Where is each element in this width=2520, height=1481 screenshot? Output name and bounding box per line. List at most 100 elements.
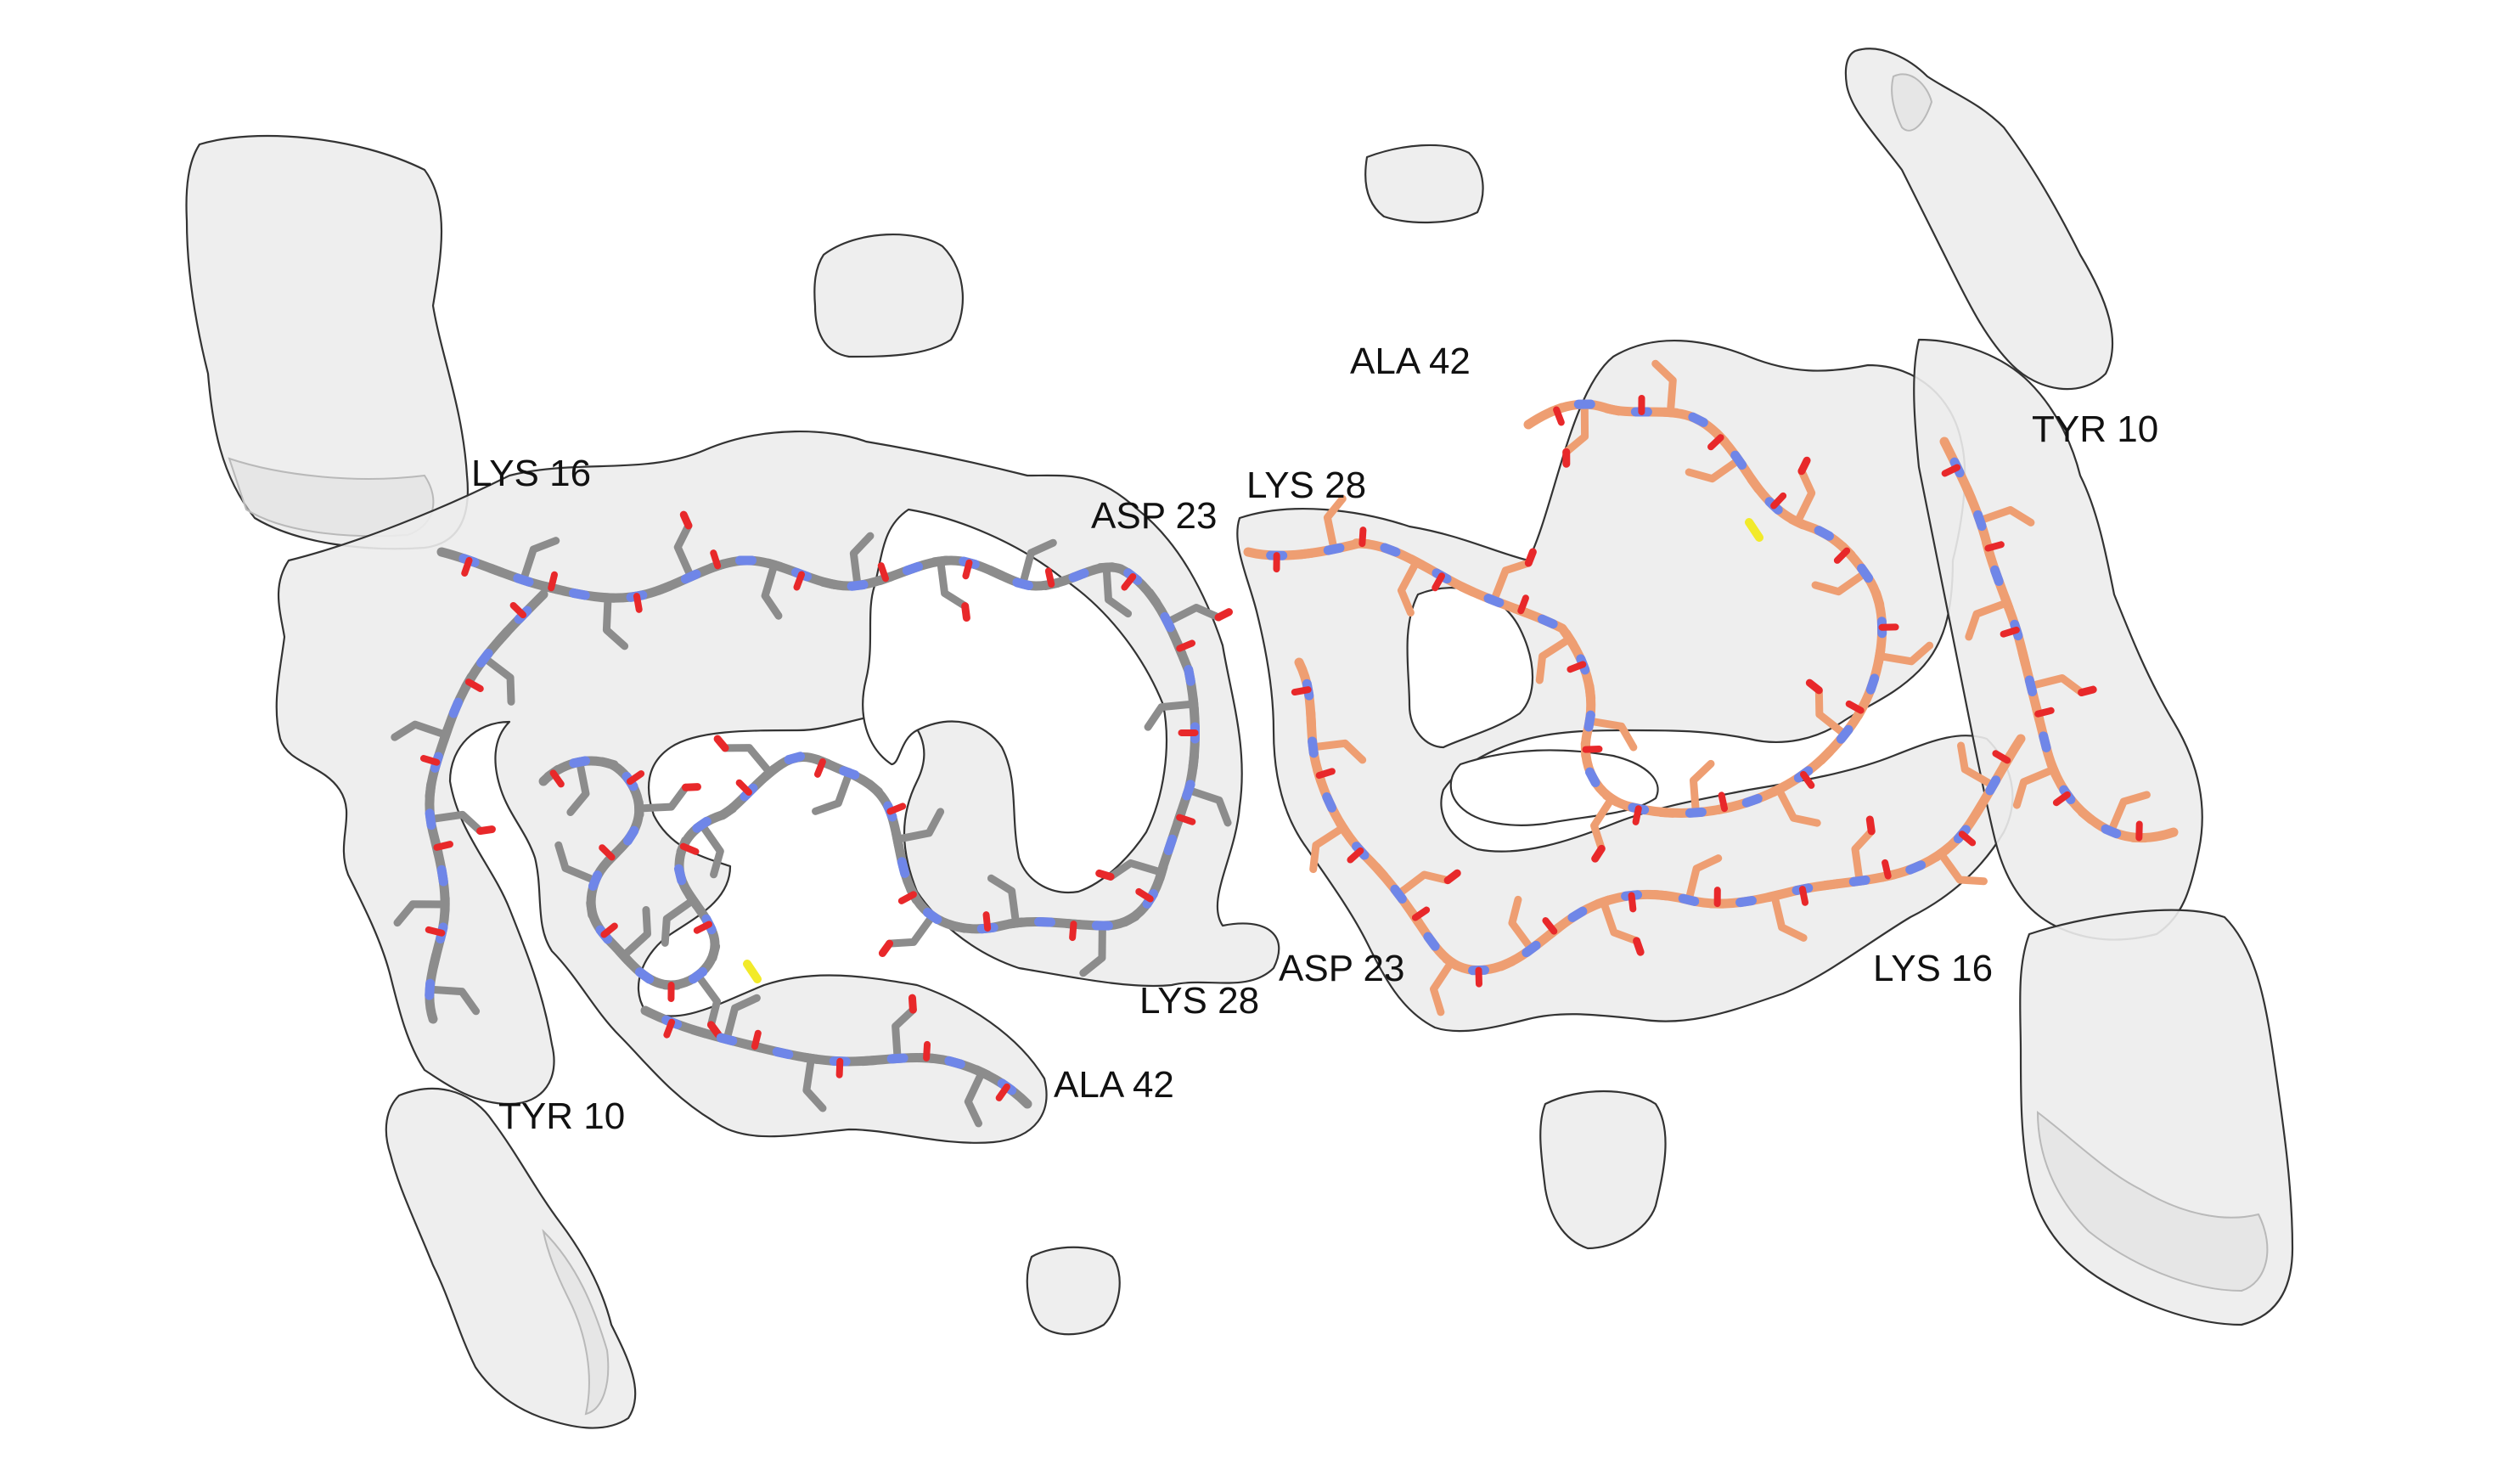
side-chain-right-351 [2107,791,2151,836]
backbone-atom-right-192 [1406,554,1426,570]
backbone-atom-left-3 [513,573,534,587]
backbone-atom-left-166 [439,724,453,746]
oxygen-atom-left-127 [681,783,701,791]
backbone-atom-left-108 [707,941,721,963]
residue-labels: LYS 16 ASP 23 LYS 28 ALA 42 TYR 10 ALA 4… [471,341,2158,1137]
oxygen-atom-left-15 [679,510,693,530]
backbone-atom-left-12 [654,581,675,595]
side-chain-right-257 [1651,359,1677,417]
backbone-atom-right-279 [1390,884,1407,904]
carbonyl-oxygen-left-118 [600,922,618,938]
carbonyl-oxygen-right-195 [1432,572,1446,592]
side-chain-left-9 [602,594,629,650]
oxygen-atom-right-215 [1591,844,1606,863]
backbone-atom-left-181 [428,950,442,972]
backbone-atom-right-278 [1371,862,1389,881]
side-chain-right-312 [1851,827,1876,885]
carbonyl-oxygen-left-91 [813,757,826,778]
side-chain-right-252 [1685,456,1743,483]
side-chain-right-262 [1562,400,1589,456]
carbonyl-oxygen-left-81 [897,891,917,904]
backbone-atom-right-295 [1593,895,1614,909]
carbonyl-oxygen-right-233 [1845,700,1865,714]
carbonyl-oxygen-left-11 [633,593,643,613]
carbonyl-oxygen-left-97 [735,779,752,797]
carbonyl-oxygen-left-1 [461,556,473,577]
density-blob-small-bottom-left [1026,1246,1121,1336]
label-left-asp23: ASP 23 [1091,495,1217,537]
backbone-atom-left-98 [717,803,738,820]
side-chain-right-340 [2027,673,2086,696]
backbone-atom-right-207 [1584,681,1596,703]
side-chain-right-275 [1309,824,1347,874]
backbone-atom-right-310 [1820,879,1842,891]
backbone-atom-right-202 [1537,614,1558,629]
carbonyl-oxygen-right-217 [1632,805,1642,825]
label-left-lys28: LYS 28 [1139,980,1259,1022]
side-chain-left-4 [519,537,560,584]
side-chain-right-280 [1394,870,1452,898]
carbonyl-oxygen-right-299 [1628,892,1637,913]
backbone-atom-left-19 [763,558,785,572]
oxygen-atom-left-79 [878,939,894,957]
backbone-atom-left-148 [886,1053,908,1064]
backbone-atom-right-212 [1584,767,1600,787]
side-chain-right-296 [1600,898,1641,945]
backbone-atom-left-28 [902,561,924,576]
backbone-atom-right-284 [1423,932,1440,951]
side-chain-left-46 [1163,604,1223,627]
carbonyl-oxygen-right-190 [1358,527,1367,548]
backbone-atom-left-76 [948,921,970,933]
backbone-atom-left-138 [716,1033,738,1046]
backbone-atom-left-88 [839,766,860,780]
carbonyl-oxygen-right-272 [1315,768,1336,780]
side-chain-left-14 [673,521,695,581]
density-hole-right-lower [1449,749,1659,826]
oxygen-atom-right-341 [2078,685,2097,696]
carbonyl-oxygen-left-38 [1044,567,1055,588]
backbone-atom-left-77 [923,907,942,925]
side-chain-left-68 [1079,921,1106,977]
density-blob-small-bottom-center [1539,1090,1667,1250]
side-chain-left-20 [761,560,783,620]
side-chain-left-155 [964,1068,986,1128]
backbone-atom-left-56 [1182,780,1195,801]
backbone-atom-left-23 [818,577,840,590]
backbone-atom-left-154 [971,1065,993,1080]
oxygen-atom-right-199 [1524,548,1537,567]
carbonyl-oxygen-left-180 [425,926,446,937]
carbonyl-oxygen-right-332 [1984,541,2005,552]
backbone-atom-left-125 [633,797,644,819]
side-chain-right-188 [1323,494,1347,554]
carbonyl-oxygen-left-146 [835,1057,844,1078]
carbonyl-oxygen-left-17 [710,549,722,570]
backbone-atom-right-300 [1650,889,1671,901]
backbone-atom-left-29 [930,555,952,567]
backbone-atom-right-213 [1601,791,1622,807]
density-blob-left-bottom-shade [542,1228,610,1416]
carbonyl-oxygen-left-6 [548,571,558,592]
backbone-atom-left-131 [569,756,591,769]
carbonyl-oxygen-right-206 [1567,661,1587,673]
carbonyl-oxygen-right-320 [1958,831,1977,847]
side-chain-left-52 [1144,700,1198,731]
backbone-atom-right-316 [1905,860,1927,875]
oxygen-atom-left-47 [1214,608,1233,622]
backbone-atom-right-285 [1442,954,1461,971]
label-right-tyr10: TYR 10 [2032,408,2158,450]
backbone-atom-right-338 [2017,647,2030,669]
side-chain-right-241 [1811,569,1870,596]
backbone-atom-left-137 [689,1025,710,1039]
backbone-atom-right-274 [1335,818,1352,838]
side-chain-left-139 [723,994,761,1044]
density-blob-left-bottom [385,1087,637,1429]
side-chain-left-100 [698,820,724,879]
backbone-atom-right-306 [1763,889,1786,903]
backbone-atom-right-191 [1380,543,1401,557]
label-right-asp23: ASP 23 [1279,948,1404,989]
carbonyl-oxygen-left-102 [679,842,700,855]
side-chain-right-302 [1685,854,1723,904]
side-chain-left-89 [812,769,853,815]
